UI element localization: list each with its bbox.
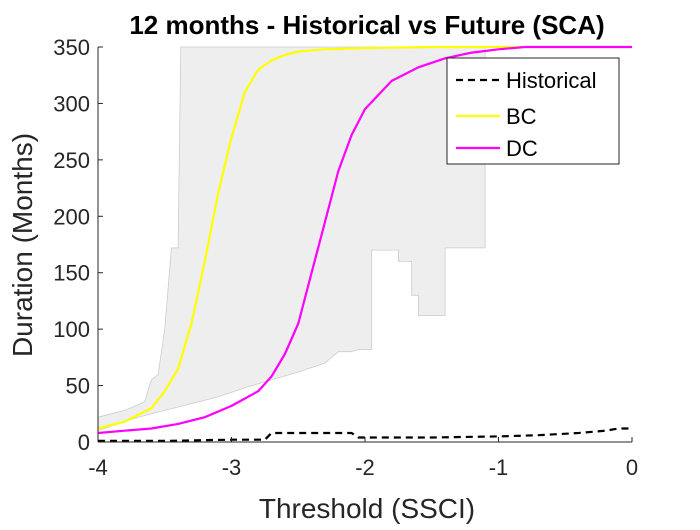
chart-title: 12 months - Historical vs Future (SCA) xyxy=(129,10,604,40)
y-tick-label: 50 xyxy=(66,374,90,399)
y-axis-label: Duration (Months) xyxy=(7,133,38,357)
legend-label-dc: DC xyxy=(506,136,538,161)
x-tick-label: -4 xyxy=(88,455,108,480)
series-layer xyxy=(97,45,632,442)
x-axis-label: Threshold (SSCI) xyxy=(259,493,475,524)
y-tick-label: 250 xyxy=(53,148,90,173)
y-tick-label: 300 xyxy=(53,91,90,116)
legend: Historical BC DC xyxy=(446,57,620,165)
y-tick-label: 350 xyxy=(53,35,90,60)
x-tick-label: -3 xyxy=(222,455,242,480)
legend-label-historical: Historical xyxy=(506,68,596,93)
y-tick-label: 100 xyxy=(53,317,90,342)
x-tick-label: -1 xyxy=(489,455,509,480)
series-line-dc xyxy=(97,45,632,435)
series-line-bc xyxy=(97,45,632,430)
axes: -4 -3 -2 -1 0 0 50 100 150 200 250 300 350 xyxy=(53,35,638,480)
y-ticks: 0 50 100 150 200 250 300 350 xyxy=(53,35,103,455)
y-tick-label: 200 xyxy=(53,204,90,229)
y-tick-label: 150 xyxy=(53,261,90,286)
legend-box xyxy=(446,57,620,165)
x-tick-label: -2 xyxy=(355,455,375,480)
x-ticks: -4 -3 -2 -1 0 xyxy=(88,437,638,480)
y-tick-label: 0 xyxy=(78,430,90,455)
uncertainty-band xyxy=(97,46,486,432)
plot-area xyxy=(97,45,632,442)
legend-label-bc: BC xyxy=(506,104,537,129)
series-line-historical xyxy=(98,427,632,442)
x-tick-label: 0 xyxy=(626,455,638,480)
